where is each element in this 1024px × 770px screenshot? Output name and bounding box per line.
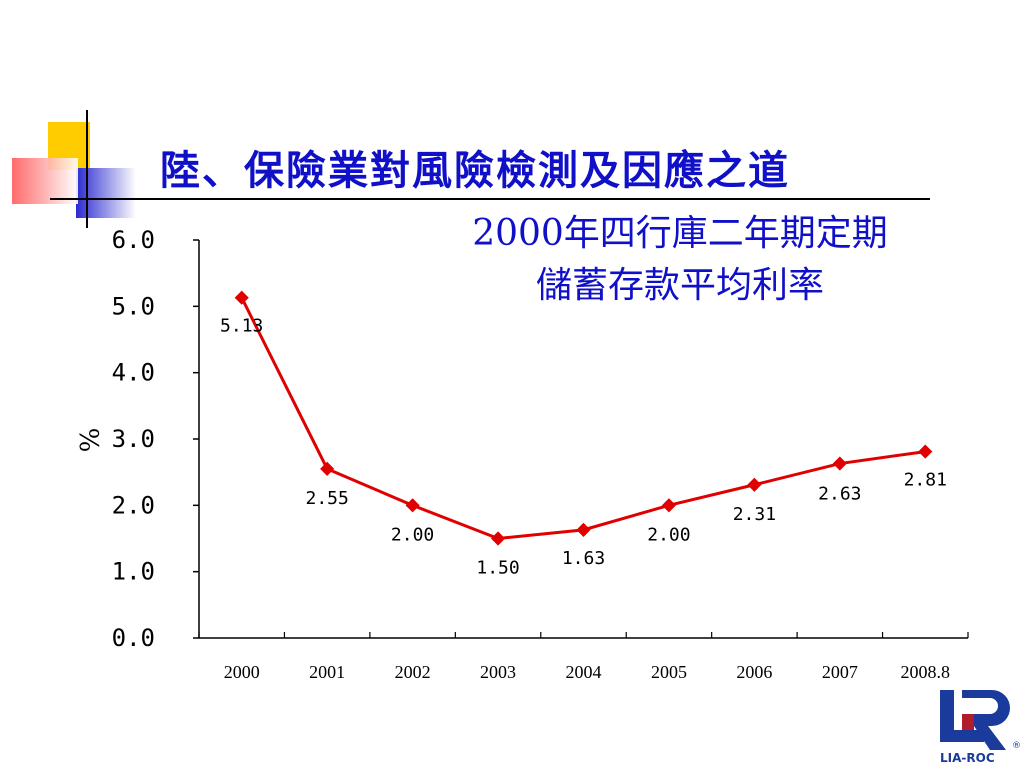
- data-label: 5.13: [220, 316, 263, 337]
- data-point: [405, 498, 420, 513]
- data-label: 2.63: [818, 484, 861, 505]
- x-tick-label: 2005: [651, 662, 687, 682]
- data-label: 2.81: [904, 470, 947, 491]
- y-tick-label: 3.0: [112, 425, 155, 453]
- y-axis-label: %: [73, 428, 103, 453]
- x-tick-label: 2008.8: [901, 662, 951, 682]
- logo-registered-mark: ®: [1012, 741, 1020, 751]
- x-tick-label: 2004: [566, 662, 602, 682]
- y-tick-label: 1.0: [112, 558, 155, 586]
- data-point: [320, 461, 335, 476]
- chart-title: 2000年四行庫二年期定期 儲蓄存款平均利率: [380, 208, 980, 312]
- chart-title-line2: 儲蓄存款平均利率: [535, 265, 824, 306]
- chart-title-line1: 2000年四行庫二年期定期: [472, 213, 888, 254]
- y-tick-label: 4.0: [112, 359, 155, 387]
- deco-red-square: [12, 158, 78, 204]
- data-point: [234, 290, 249, 305]
- data-point: [918, 444, 933, 459]
- x-tick-label: 2001: [309, 662, 345, 682]
- deco-vertical-line: [86, 110, 88, 228]
- x-tick-label: 2002: [395, 662, 431, 682]
- data-label: 2.00: [647, 524, 690, 545]
- x-axis-ticks: 2000 2001 2002 2003 2004 2005 2006 2007 2008.8: [198, 632, 969, 682]
- logo-text: LIA-ROC: [940, 751, 995, 765]
- data-label: 1.63: [562, 548, 605, 569]
- y-tick-label: 6.0: [112, 226, 155, 254]
- y-tick-label: 5.0: [112, 292, 155, 320]
- x-tick-label: 2006: [736, 662, 772, 682]
- data-point: [832, 456, 847, 471]
- x-tick-label: 2003: [480, 662, 516, 682]
- y-tick-label: 0.0: [112, 624, 155, 652]
- slide-title: 陸、保險業對風險檢測及因應之道: [160, 147, 790, 194]
- y-tick-label: 2.0: [112, 491, 155, 519]
- y-axis-ticks: 0.0 1.0 2.0 3.0 4.0 5.0 6.0: [112, 226, 199, 652]
- data-point: [490, 531, 506, 546]
- data-label: 2.00: [391, 524, 434, 545]
- data-label: 2.31: [733, 504, 776, 525]
- x-tick-label: 2007: [822, 662, 858, 682]
- logo-mark-icon: ® LIA-ROC: [940, 690, 1021, 765]
- data-point: [576, 522, 591, 537]
- data-point: [747, 477, 762, 492]
- chart-axes: [198, 240, 968, 639]
- lia-roc-logo: ® LIA-ROC: [936, 686, 1021, 766]
- deco-horizontal-line: [50, 198, 930, 200]
- data-label: 2.55: [305, 488, 348, 509]
- x-tick-label: 2000: [224, 662, 260, 682]
- data-label: 1.50: [476, 558, 519, 579]
- series-line-group: 5.13 2.55 2.00 1.50 1.63 2.00 2.31 2.63 2.81: [220, 290, 947, 579]
- data-point: [661, 498, 677, 513]
